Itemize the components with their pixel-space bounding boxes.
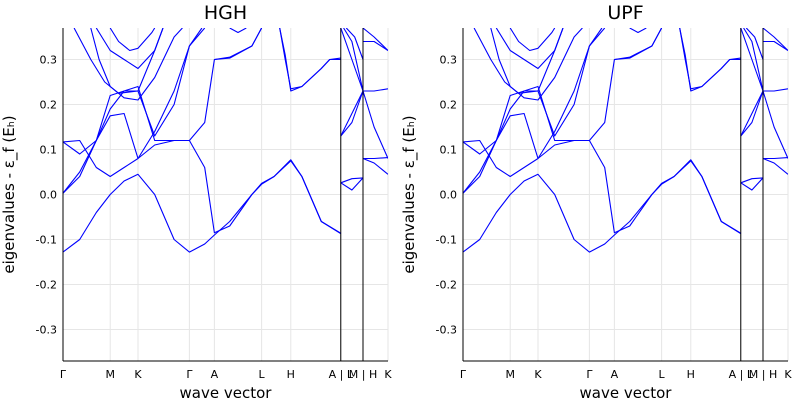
band-line: [463, 112, 742, 235]
band-line: [763, 157, 788, 160]
y-tick-label: -0.2: [436, 279, 457, 292]
band-line: [762, 157, 788, 175]
x-axis-label: wave vector: [180, 384, 273, 400]
band-line: [740, 177, 764, 191]
hgh-panel: -0.3 -0.2 -0.1 0.0 0.1 0.2 0.3 Γ M K Γ A L H A | LM | …: [0, 2, 392, 400]
band-line: [490, 28, 583, 101]
x-tick-label: M | H: [749, 368, 777, 381]
y-tick-label: 0.2: [440, 99, 458, 112]
band-line: [340, 177, 364, 191]
y-tick-label: -0.1: [36, 234, 57, 247]
band-line: [740, 28, 764, 92]
band-line: [463, 28, 663, 194]
band-line: [363, 157, 388, 160]
x-tick-label: Γ: [60, 368, 67, 381]
y-tick-label: 0.1: [40, 144, 58, 157]
y-axis-label: eigenvalues - ε_f (Eₕ): [0, 115, 19, 273]
band-line: [463, 28, 606, 178]
band-line: [345, 28, 364, 60]
y-tick-label: -0.3: [436, 324, 457, 337]
hgh-chart-title: HGH: [204, 2, 247, 24]
band-line: [63, 160, 342, 253]
y-tick-label: 0.0: [40, 189, 58, 202]
band-line: [463, 160, 742, 253]
band-line: [63, 28, 206, 178]
x-tick-label: L: [259, 368, 266, 381]
band-line: [95, 28, 164, 70]
upf-chart-title: UPF: [607, 2, 643, 24]
y-tick-label: 0.2: [40, 99, 58, 112]
y-tick-label: 0.3: [440, 54, 458, 67]
x-tick-label: Γ: [586, 368, 593, 381]
band-line: [763, 88, 788, 92]
x-tick-label: K: [784, 368, 792, 381]
x-axis-label: wave vector: [580, 384, 673, 400]
y-tick-label: 0.0: [440, 189, 458, 202]
band-line: [90, 28, 183, 101]
x-tick-label: A | L: [329, 368, 354, 381]
band-line: [363, 40, 388, 51]
x-tick-label: H: [687, 368, 695, 381]
x-tick-label: K: [134, 368, 142, 381]
band-line: [63, 28, 203, 155]
band-line: [109, 28, 156, 52]
x-tick-label: M: [505, 368, 515, 381]
y-axis-label: eigenvalues - ε_f (Eₕ): [400, 115, 419, 273]
x-tick-label: Γ: [186, 368, 193, 381]
x-tick-label: Γ: [460, 368, 467, 381]
band-line: [762, 90, 788, 159]
band-line: [63, 28, 263, 194]
x-tick-label: H: [287, 368, 295, 381]
x-tick-label: K: [534, 368, 542, 381]
band-line: [362, 90, 388, 159]
y-tick-label: -0.2: [36, 279, 57, 292]
band-line: [363, 88, 388, 92]
band-line: [745, 28, 764, 60]
band-line: [343, 28, 364, 92]
upf-panel: -0.3 -0.2 -0.1 0.0 0.1 0.2 0.3 Γ M K Γ A L H A | LM | …: [400, 2, 792, 400]
x-tick-label: K: [384, 368, 392, 381]
y-tick-label: -0.1: [436, 234, 457, 247]
band-line: [763, 40, 788, 51]
y-tick-label: 0.3: [40, 54, 58, 67]
band-line: [495, 28, 564, 70]
band-line: [463, 28, 603, 155]
band-line: [229, 28, 247, 34]
y-tick-label: 0.1: [440, 144, 458, 157]
x-tick-label: M | H: [349, 368, 377, 381]
x-tick-label: A: [211, 368, 219, 381]
band-line: [279, 28, 341, 92]
x-tick-label: A: [611, 368, 619, 381]
band-line: [362, 28, 388, 51]
band-line: [614, 28, 663, 61]
band-line: [340, 177, 364, 184]
band-line: [740, 90, 764, 137]
x-tick-label: L: [659, 368, 666, 381]
band-line: [63, 112, 342, 235]
band-line: [509, 28, 556, 52]
y-tick-label: -0.3: [36, 324, 57, 337]
x-tick-label: M: [105, 368, 115, 381]
band-line: [214, 28, 263, 61]
band-line: [740, 90, 764, 137]
band-line: [362, 157, 388, 175]
band-line: [629, 28, 647, 34]
band-line: [762, 28, 788, 51]
band-line: [740, 177, 764, 184]
band-line: [340, 28, 364, 92]
band-line: [743, 28, 764, 92]
x-tick-label: A | L: [729, 368, 754, 381]
band-line: [340, 90, 364, 137]
band-line: [679, 28, 741, 92]
band-line: [340, 90, 364, 137]
